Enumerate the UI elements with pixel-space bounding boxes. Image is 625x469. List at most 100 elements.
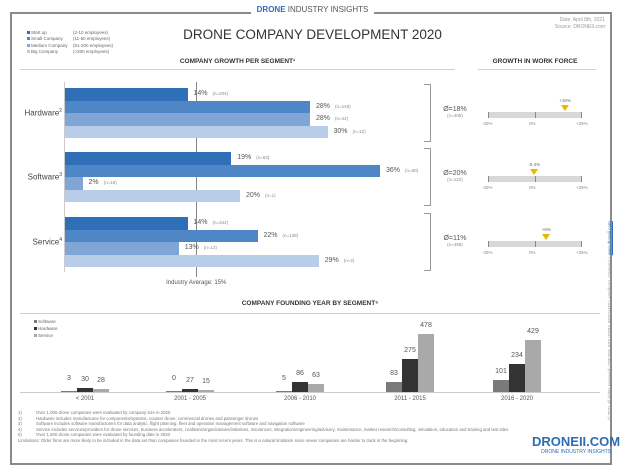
gauge-tick-label: 0% [529, 250, 536, 255]
column [493, 379, 509, 392]
column [93, 388, 109, 392]
footnote: 1) Over 1.000 drone companies were evalua… [18, 410, 171, 415]
footnote: 3) Software includes software manufacture… [18, 421, 305, 427]
legend-item: Small Company (11-50 employees) [27, 36, 113, 42]
column [292, 381, 308, 392]
gauge-marker-label: +16% [559, 98, 571, 103]
brand-bold: DRONE [256, 5, 286, 14]
legend-label: Big Company [31, 48, 59, 54]
legend-swatch [34, 334, 37, 337]
logo: DRONEII.COM DRONE INDUSTRY INSIGHTS [532, 434, 620, 455]
legend-swatch [27, 37, 30, 41]
column-value-label: 15 [202, 378, 210, 386]
column [308, 384, 324, 392]
column-value-label: 478 [420, 322, 432, 329]
logo-subtext: DRONE INDUSTRY INSIGHTS [541, 449, 611, 455]
category-label: 2001 - 2005 [173, 396, 207, 402]
legend-label: Small Company [31, 36, 63, 42]
bar-value-label: 13% (n=13) [184, 244, 217, 251]
bar [65, 113, 310, 126]
category-label: 2006 - 2010 [283, 396, 317, 402]
source: Source: DRONEII.com [554, 24, 605, 30]
date: Date: April 8th, 2021 [559, 17, 605, 23]
brand-header: DRONE INDUSTRY INSIGHTS [0, 5, 625, 14]
bar [65, 217, 188, 230]
segment-label: Service4 [32, 237, 62, 247]
legend-label: Start up [31, 30, 47, 35]
bar [65, 88, 188, 101]
legend: Start up (2-10 employees) Small Company (11… [27, 30, 113, 55]
gauge-tick-label: +25% [576, 250, 588, 255]
bar-value-label: 22% (n=139) [263, 231, 299, 239]
legend-size: (>200 employees) [73, 48, 110, 54]
column-value-label: 429 [527, 327, 539, 335]
workforce-gauge [488, 176, 582, 182]
footnote: Limitations: Older firms are more likely… [18, 437, 409, 443]
column [77, 388, 93, 392]
gauge-marker [561, 105, 570, 111]
gauge-marker-label: -0.4% [528, 162, 541, 167]
column-value-label: 3 [67, 375, 71, 383]
bar-value-label: 14% (n=204) [193, 90, 229, 97]
legend-swatch [34, 327, 37, 330]
legend-swatch [27, 49, 30, 53]
gauge-tick-label: -25% [482, 185, 493, 190]
bar-value-label: 30% (n=12) [333, 127, 366, 135]
bar-value-label: 20% (n=1) [246, 191, 276, 199]
column [402, 358, 418, 392]
legend-item: Service [34, 333, 53, 338]
gauge-tick-label: +25% [576, 185, 588, 190]
column [276, 391, 292, 392]
industry-average-line [196, 82, 198, 277]
bar-value-label: 29% (n=2) [324, 256, 355, 264]
copyright-text: © 2021 all rights reserved | DRONE INDUS… [607, 255, 612, 420]
legend-swatch [34, 320, 37, 323]
bar [65, 242, 179, 255]
category-label: < 2001 [75, 396, 95, 402]
copyright: © 2021 all rights reserved | DRONE INDUS… [607, 221, 612, 420]
footnote: 4) Service includes services/providers fo… [18, 426, 509, 432]
column [182, 388, 198, 392]
legend-size: (11-50 employees) [73, 36, 111, 42]
column [509, 363, 525, 392]
legend-swatch [27, 43, 30, 47]
column-value-label: 275 [404, 346, 416, 354]
divider [20, 69, 455, 70]
legend-size: (2-10 employees) [73, 30, 109, 35]
segment-bracket [424, 84, 431, 142]
bar [65, 164, 380, 177]
segment-bracket [424, 213, 431, 271]
segment-bracket [424, 148, 431, 206]
bar [65, 125, 328, 138]
column [198, 390, 214, 392]
gauge-center-tick [535, 176, 536, 182]
bar-value-label: 28% (n=148) [316, 102, 351, 110]
gauge-center-tick [535, 112, 536, 118]
website-link[interactable]: www.droneii.com [607, 221, 612, 256]
segment-average: Ø=20% (n=122) [443, 170, 467, 182]
footnote: 5) Over 1.600 drone companies were evalua… [18, 432, 171, 438]
gauge-tick-label: +25% [576, 121, 588, 126]
bar-value-label: 36% (n=50) [386, 166, 419, 174]
column [525, 339, 541, 392]
category-label: 2016 - 2020 [500, 396, 534, 402]
column-value-label: 5 [282, 375, 286, 383]
bar [65, 229, 258, 242]
gauge-tick-label: 0% [529, 185, 536, 190]
column [386, 381, 402, 392]
divider [478, 69, 596, 70]
legend-item: Medium Company (51-200 employees) [27, 43, 113, 49]
column-value-label: 101 [495, 367, 507, 375]
column-value-label: 86 [296, 369, 304, 377]
gauge-marker [542, 234, 551, 240]
legend-swatch [27, 31, 30, 34]
gauge-center-tick [535, 241, 536, 247]
segment-label: Software3 [27, 172, 62, 182]
legend-label: Medium Company [31, 42, 68, 48]
baseline [20, 392, 600, 393]
brand-rest: INDUSTRY INSIGHTS [285, 5, 369, 14]
bar [65, 254, 319, 267]
legend-item: Software [34, 319, 56, 324]
bar-value-label: 2% (n=18) [88, 179, 117, 186]
column-value-label: 234 [511, 351, 523, 359]
